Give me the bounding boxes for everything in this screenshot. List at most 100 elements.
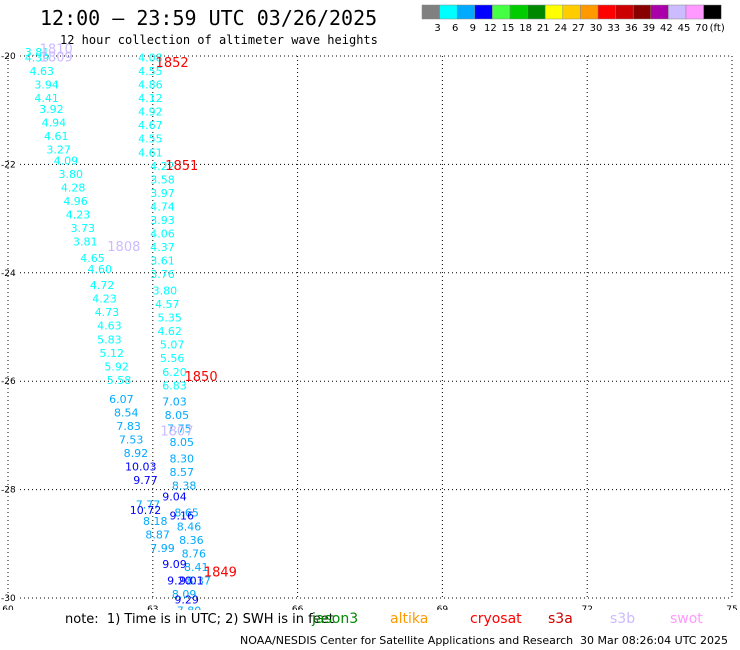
wave-height-label: 5.07: [160, 339, 185, 352]
y-tick-label: -28: [1, 486, 16, 496]
pass-time-label: 1850: [185, 370, 218, 385]
pass-time-label: 1849: [204, 565, 237, 580]
wave-height-label: 9.04: [162, 490, 187, 503]
wave-height-label: 5.56: [160, 352, 185, 365]
wave-height-label: 4.55: [138, 65, 163, 78]
wave-height-label: 8.09: [172, 588, 197, 601]
satellite-legend-altika: altika: [390, 611, 429, 627]
wave-height-label: 8.05: [170, 436, 195, 449]
wave-height-label: 3.27: [46, 144, 71, 157]
wave-height-label: 7.80: [177, 604, 202, 610]
wave-height-label: 8.30: [170, 453, 195, 466]
x-tick-label: 60: [2, 605, 14, 610]
y-tick-label: -26: [1, 377, 16, 387]
satellite-legend-jason3: jason3: [312, 611, 359, 627]
wave-height-label: 4.86: [138, 79, 163, 92]
pass-time-label: 1852: [156, 56, 189, 71]
wave-height-label: 4.74: [150, 200, 175, 213]
wave-height-label: 9.29: [174, 593, 199, 606]
wave-height-label: 8.87: [145, 528, 170, 541]
wave-height-label: 10.72: [130, 504, 162, 517]
wave-height-label: 3.81: [25, 46, 50, 59]
wave-height-label: 4.09: [54, 154, 79, 167]
satellite-legend-cryosat: cryosat: [470, 611, 522, 627]
wave-height-label: 3.76: [150, 268, 175, 281]
chart-subtitle: 12 hour collection of altimeter wave hei…: [60, 33, 378, 47]
wave-height-label: 3.58: [150, 173, 175, 186]
wave-height-label: 4.94: [42, 116, 67, 129]
footer-timestamp: 30 Mar 08:26:04 UTC 2025: [580, 634, 728, 647]
wave-height-label: 4.61: [44, 130, 69, 143]
satellite-legend-swot: swot: [670, 611, 703, 627]
wave-height-label: 7.99: [150, 542, 175, 555]
y-tick-label: -30: [1, 594, 16, 604]
wave-height-label: 4.12: [138, 92, 163, 105]
wave-height-label: 4.06: [150, 228, 175, 241]
wave-height-label: 4.57: [155, 298, 180, 311]
satellite-legend-s3a: s3a: [548, 611, 573, 627]
wave-height-label: 9.20: [167, 574, 192, 587]
wave-height-label: 3.81: [73, 236, 98, 249]
wave-height-label: 4.08: [138, 51, 163, 64]
footer-credit: NOAA/NESDIS Center for Satellite Applica…: [240, 634, 574, 647]
pass-time-label: 1809: [40, 50, 73, 65]
wave-height-label: 4.39: [25, 51, 50, 64]
wave-height-label: 4.37: [150, 241, 175, 254]
wave-height-label: 6.20: [162, 366, 187, 379]
wave-height-label: 4.67: [138, 119, 163, 132]
wave-height-label: 5.12: [100, 347, 125, 360]
wave-height-label: 3.73: [71, 222, 96, 235]
plot-area: 60 63 66 69 72 75-20-22-24-26-28-303.814.394.…: [1, 42, 738, 610]
wave-height-label: 4.65: [80, 252, 105, 265]
wave-height-label: 8.92: [124, 447, 149, 460]
wave-height-label: 4.23: [66, 209, 91, 222]
wave-height-label: 4.55: [138, 133, 163, 146]
pass-time-label: 1807: [160, 424, 193, 439]
wave-height-label: 3.80: [153, 284, 178, 297]
wave-height-label: 4.63: [97, 320, 122, 333]
note-text: note: 1) Time is in UTC; 2) SWH is in fe…: [65, 612, 334, 627]
wave-height-label: 4.72: [90, 279, 115, 292]
wave-height-label: 4.73: [95, 306, 120, 319]
wave-height-label: 4.92: [138, 106, 163, 119]
wave-height-label: 4.23: [92, 293, 117, 306]
x-tick-label: 72: [581, 605, 592, 610]
wave-height-label: 8.18: [143, 515, 168, 528]
wave-height-label: 6.83: [162, 379, 187, 392]
wave-height-label: 3.92: [39, 103, 64, 116]
wave-height-label: 4.61: [138, 146, 163, 159]
wave-height-label: 7.77: [136, 499, 161, 512]
chart-title: 12:00 – 23:59 UTC 03/26/2025: [40, 6, 378, 30]
wave-height-label: 9.77: [133, 474, 158, 487]
wave-height-label: 9.16: [170, 509, 195, 522]
wave-height-label: 8.05: [165, 409, 190, 422]
wave-height-label: 3.97: [150, 187, 175, 200]
wave-height-label: 8.54: [114, 406, 139, 419]
wave-height-label: 9.01: [179, 574, 204, 587]
wave-height-label: 7.83: [116, 420, 141, 433]
wave-height-label: 7.53: [119, 434, 144, 447]
wave-height-label: 8.76: [182, 547, 207, 560]
wave-height-label: 10.03: [125, 461, 157, 474]
wave-height-label: 8.57: [170, 466, 195, 479]
wave-height-label: 8.38: [172, 480, 197, 493]
wave-height-label: 4.22: [150, 160, 175, 173]
x-tick-label: 75: [726, 605, 737, 610]
wave-height-label: 8.41: [184, 561, 209, 574]
wave-height-label: 8.46: [177, 520, 202, 533]
wave-height-label: 3.61: [150, 255, 175, 268]
satellite-legend-s3b: s3b: [610, 611, 636, 627]
wave-height-label: 5.92: [104, 360, 129, 373]
x-tick-label: 66: [292, 605, 304, 610]
wave-height-label: 4.60: [87, 263, 112, 276]
wave-height-label: 4.63: [30, 65, 55, 78]
wave-height-label: 3.80: [58, 168, 83, 181]
wave-height-label: 4.62: [157, 325, 182, 338]
wave-height-label: 9.09: [162, 558, 187, 571]
pass-time-label: 1851: [165, 159, 198, 174]
wave-height-label: 5.35: [157, 312, 182, 325]
wave-height-label: 3.93: [150, 214, 175, 227]
wave-height-label: 7.75: [167, 423, 192, 436]
wave-height-label: 5.83: [97, 333, 122, 346]
y-tick-label: -22: [1, 160, 16, 170]
